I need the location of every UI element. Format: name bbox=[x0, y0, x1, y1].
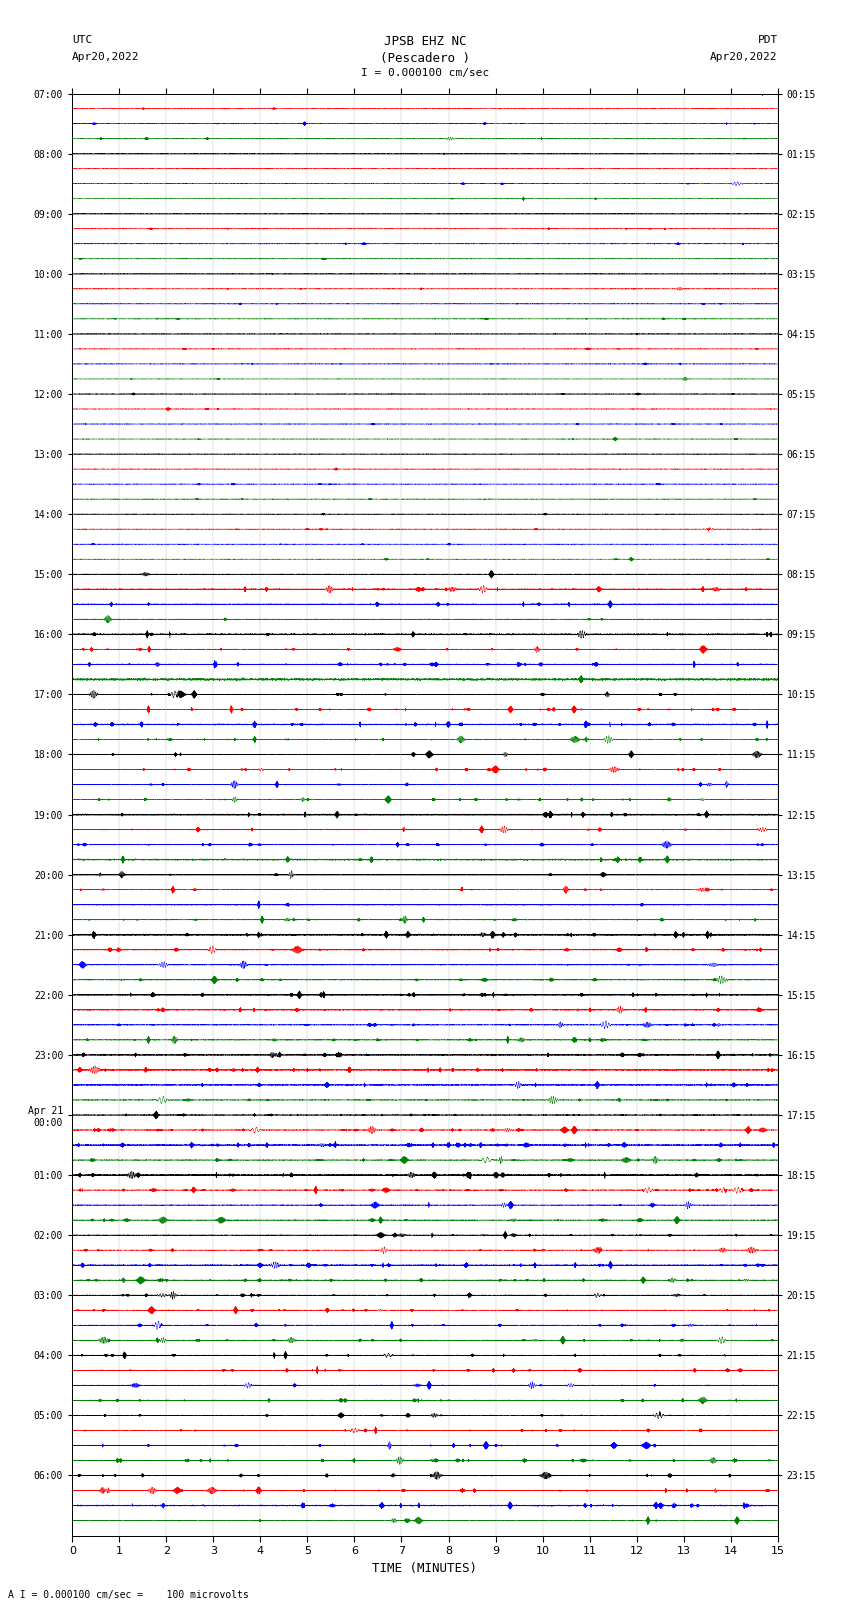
Text: Apr20,2022: Apr20,2022 bbox=[711, 52, 778, 61]
Text: I = 0.000100 cm/sec: I = 0.000100 cm/sec bbox=[361, 68, 489, 77]
Text: UTC: UTC bbox=[72, 35, 93, 45]
X-axis label: TIME (MINUTES): TIME (MINUTES) bbox=[372, 1561, 478, 1574]
Text: (Pescadero ): (Pescadero ) bbox=[380, 52, 470, 65]
Text: A I = 0.000100 cm/sec =    100 microvolts: A I = 0.000100 cm/sec = 100 microvolts bbox=[8, 1590, 249, 1600]
Text: JPSB EHZ NC: JPSB EHZ NC bbox=[383, 35, 467, 48]
Text: PDT: PDT bbox=[757, 35, 778, 45]
Text: Apr20,2022: Apr20,2022 bbox=[72, 52, 139, 61]
